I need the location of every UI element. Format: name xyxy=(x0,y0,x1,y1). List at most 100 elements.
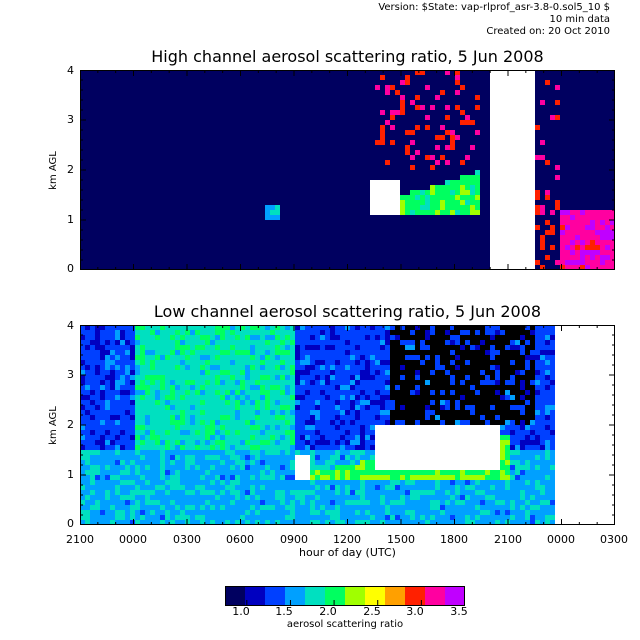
heatmap-cell xyxy=(180,70,186,76)
heatmap-cell xyxy=(485,260,491,266)
heatmap-cell xyxy=(130,350,136,356)
heatmap-cell xyxy=(390,80,396,86)
heatmap-cell xyxy=(470,100,476,106)
heatmap-cell xyxy=(105,120,111,126)
heatmap-cell xyxy=(290,105,296,111)
heatmap-cell xyxy=(140,185,146,191)
heatmap-cell xyxy=(210,220,216,226)
heatmap-cell xyxy=(480,110,486,116)
heatmap-cell xyxy=(120,470,126,476)
heatmap-cell xyxy=(570,230,576,236)
heatmap-cell xyxy=(280,205,286,211)
heatmap-cell xyxy=(370,85,376,91)
heatmap-cell xyxy=(565,75,571,81)
heatmap-cell xyxy=(180,175,186,181)
heatmap-cell xyxy=(335,225,341,231)
heatmap-cell xyxy=(150,90,156,96)
heatmap-cell xyxy=(465,200,471,206)
heatmap-cell xyxy=(225,130,231,136)
heatmap-cell xyxy=(140,355,146,361)
heatmap-cell xyxy=(145,140,151,146)
heatmap-cell xyxy=(300,230,306,236)
heatmap-cell xyxy=(585,195,591,201)
heatmap-cell xyxy=(125,170,131,176)
heatmap-cell xyxy=(550,250,556,256)
heatmap-cell xyxy=(150,150,156,156)
heatmap-cell xyxy=(120,500,126,506)
heatmap-cell xyxy=(325,115,331,121)
heatmap-cell xyxy=(80,395,86,401)
heatmap-cell xyxy=(270,230,276,236)
heatmap-cell xyxy=(240,140,246,146)
heatmap-cell xyxy=(105,110,111,116)
heatmap-cell xyxy=(395,230,401,236)
heatmap-cell xyxy=(295,135,301,141)
heatmap-cell xyxy=(195,160,201,166)
heatmap-cell xyxy=(140,95,146,101)
heatmap-cell xyxy=(275,215,281,221)
heatmap-cell xyxy=(580,250,586,256)
heatmap-cell xyxy=(610,205,615,211)
heatmap-cell xyxy=(500,220,506,226)
heatmap-cell xyxy=(195,140,201,146)
heatmap-cell xyxy=(570,185,576,191)
heatmap-cell xyxy=(250,200,256,206)
heatmap-cell xyxy=(310,195,316,201)
heatmap-cell xyxy=(440,135,446,141)
heatmap-cell xyxy=(140,470,146,476)
heatmap-cell xyxy=(125,225,131,231)
heatmap-cell xyxy=(225,175,231,181)
heatmap-cell xyxy=(100,355,106,361)
heatmap-cell xyxy=(210,115,216,121)
heatmap-cell xyxy=(430,205,436,211)
heatmap-cell xyxy=(480,125,486,131)
heatmap-cell xyxy=(375,70,381,76)
heatmap-cell xyxy=(105,430,111,436)
heatmap-cell xyxy=(400,140,406,146)
heatmap-cell xyxy=(340,110,346,116)
heatmap-cell xyxy=(110,160,116,166)
heatmap-cell xyxy=(520,190,526,196)
heatmap-cell xyxy=(290,125,296,131)
heatmap-cell xyxy=(450,150,456,156)
heatmap-cell xyxy=(535,120,541,126)
heatmap-cell xyxy=(345,75,351,81)
heatmap-cell xyxy=(160,255,166,261)
heatmap-cell xyxy=(255,130,261,136)
heatmap-cell xyxy=(340,160,346,166)
heatmap-cell xyxy=(205,255,211,261)
heatmap-cell xyxy=(465,220,471,226)
heatmap-cell xyxy=(250,135,256,141)
heatmap-cell xyxy=(485,100,491,106)
heatmap-cell xyxy=(170,265,176,270)
heatmap-cell xyxy=(595,200,601,206)
heatmap-cell xyxy=(575,130,581,136)
heatmap-cell xyxy=(110,460,116,466)
heatmap-cell xyxy=(570,120,576,126)
heatmap-cell xyxy=(135,415,141,421)
heatmap-cell xyxy=(510,240,516,246)
heatmap-cell xyxy=(430,150,436,156)
heatmap-cell xyxy=(595,95,601,101)
heatmap-cell xyxy=(520,225,526,231)
heatmap-cell xyxy=(310,250,316,256)
heatmap-cell xyxy=(595,115,601,121)
heatmap-cell xyxy=(80,415,86,421)
heatmap-cell xyxy=(490,220,496,226)
heatmap-cell xyxy=(345,175,351,181)
heatmap-cell xyxy=(290,250,296,256)
heatmap-cell xyxy=(590,170,596,176)
heatmap-cell xyxy=(90,455,96,461)
heatmap-cell xyxy=(110,435,116,441)
heatmap-cell xyxy=(110,330,116,336)
heatmap-cell xyxy=(340,235,346,241)
heatmap-cell xyxy=(405,70,411,76)
heatmap-cell xyxy=(540,220,546,226)
heatmap-cell xyxy=(105,160,111,166)
heatmap-cell xyxy=(235,265,241,270)
heatmap-cell xyxy=(205,100,211,106)
heatmap-cell xyxy=(460,175,466,181)
heatmap-cell xyxy=(130,185,136,191)
heatmap-cell xyxy=(265,155,271,161)
heatmap-cell xyxy=(460,150,466,156)
